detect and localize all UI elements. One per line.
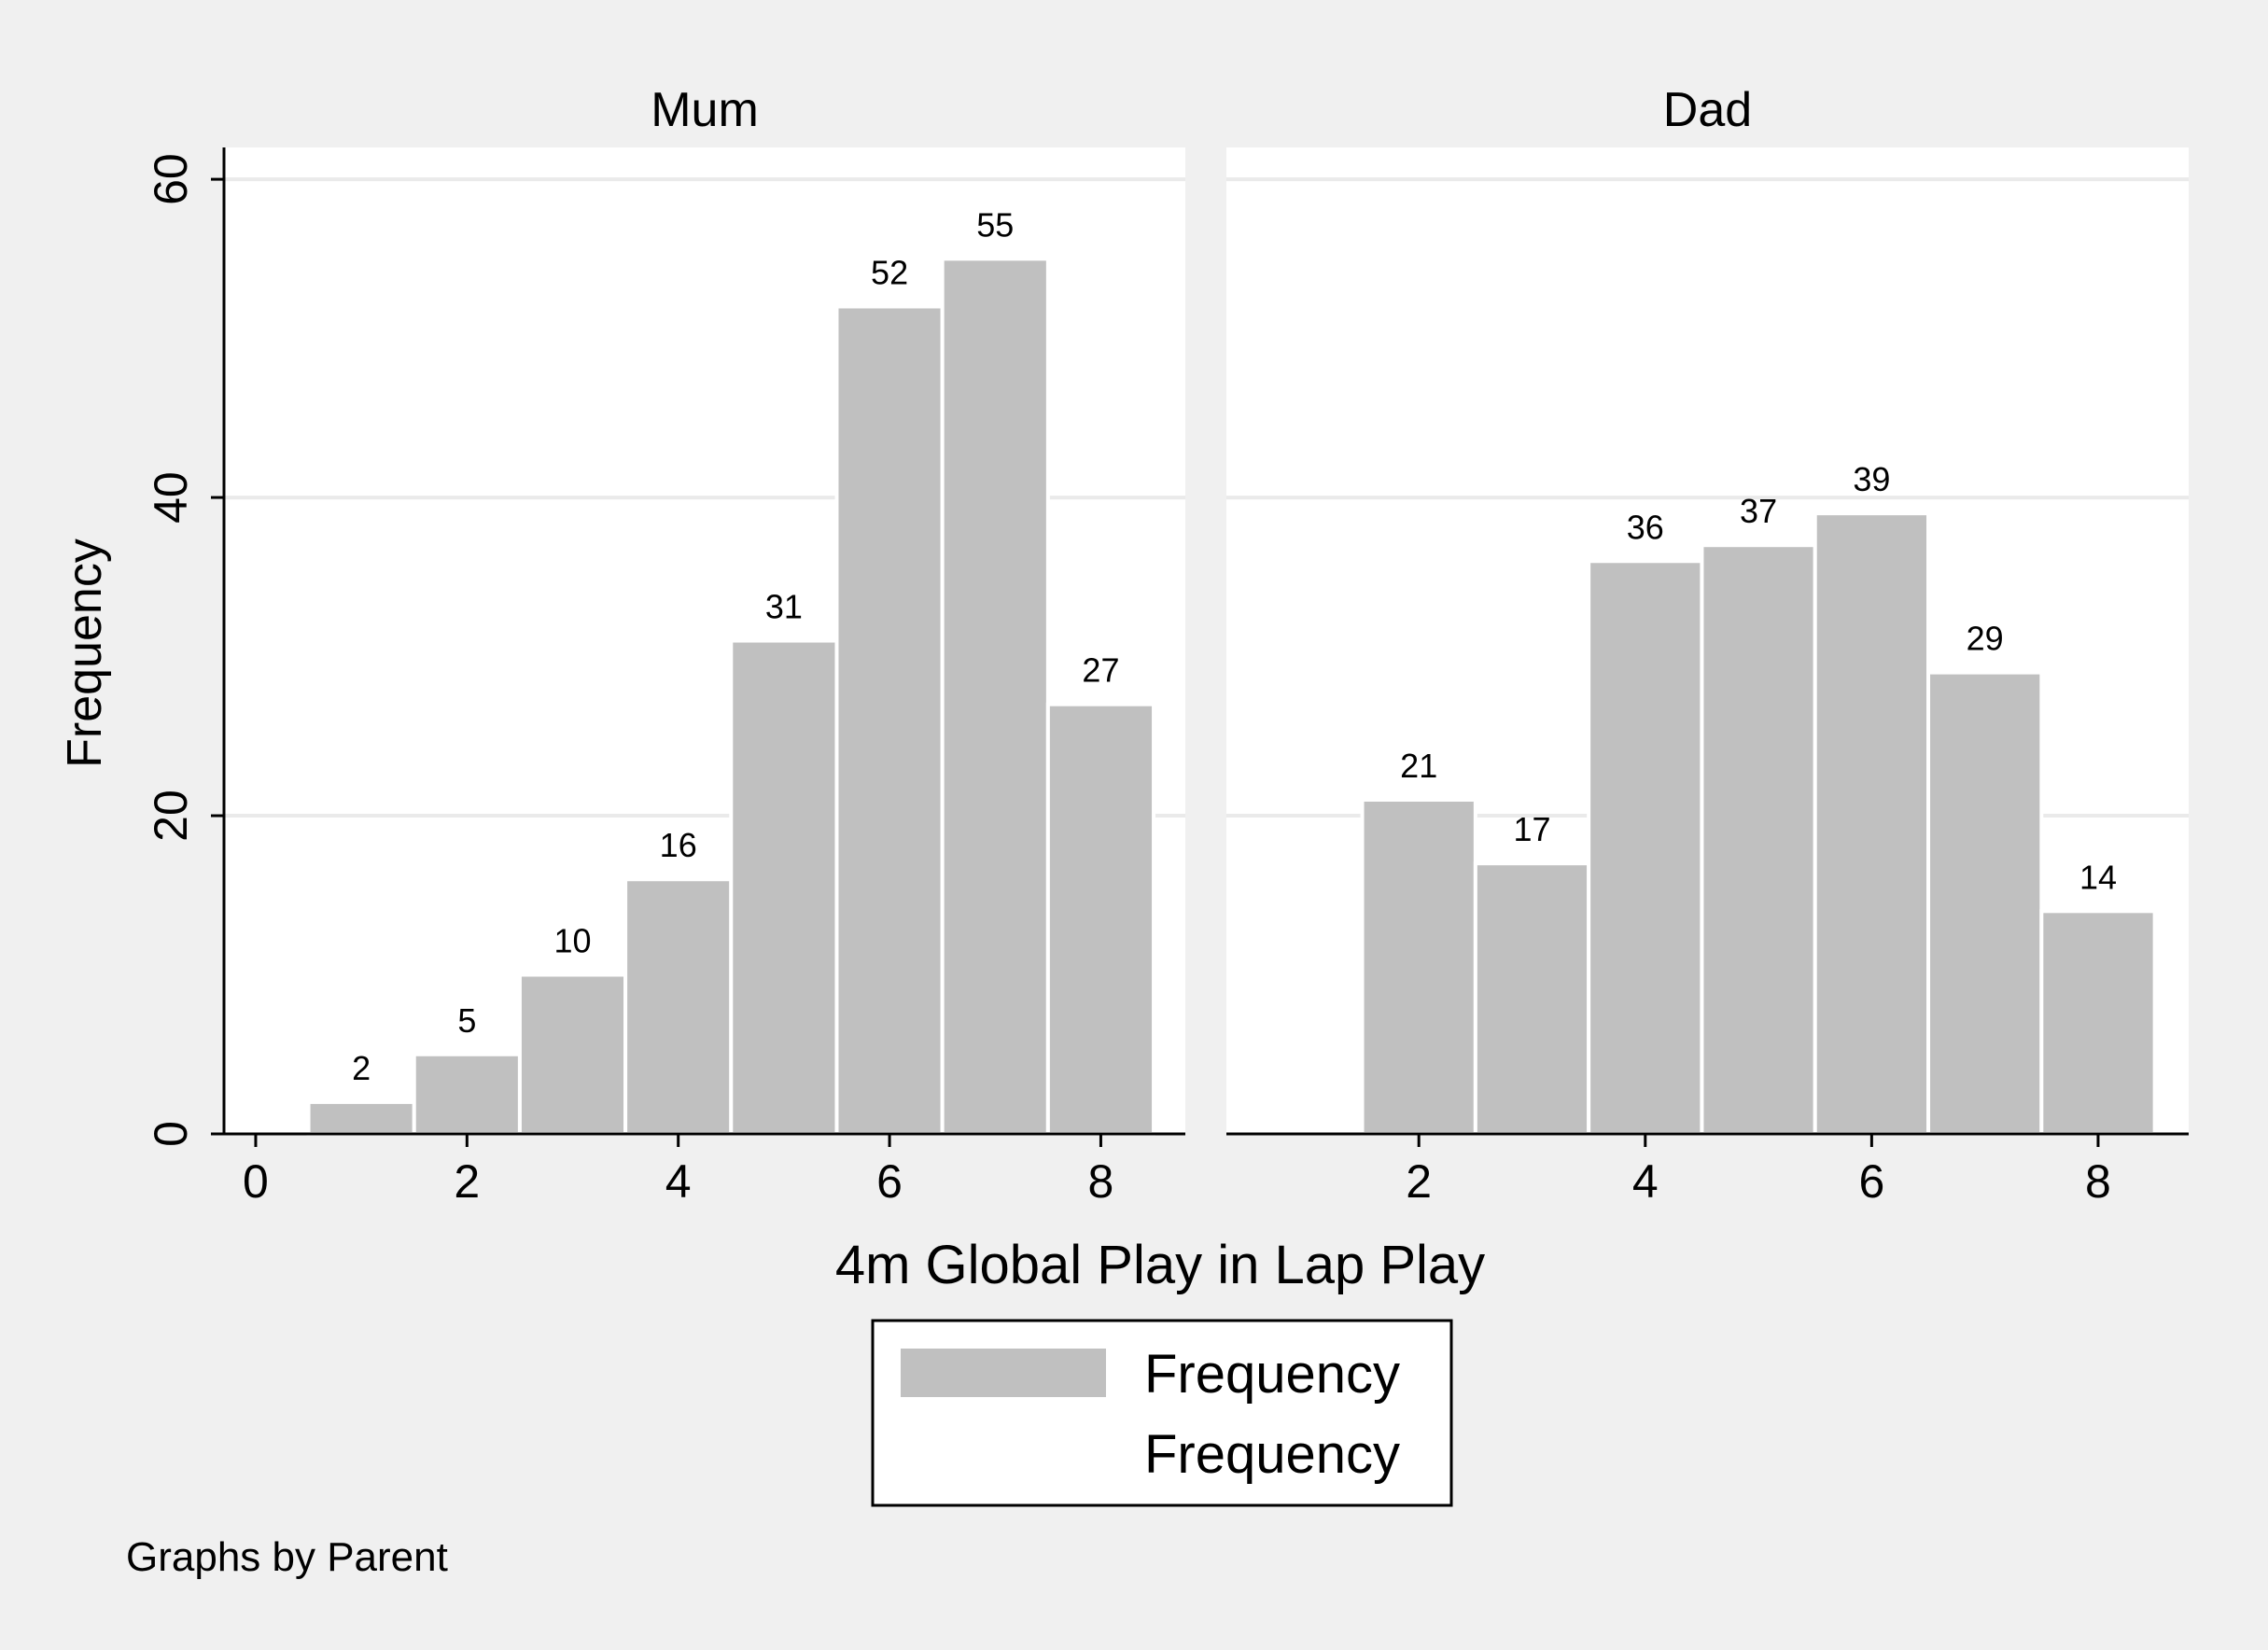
legend-label-2: Frequency [1144, 1424, 1400, 1485]
bar-mum-4 [623, 877, 734, 1137]
x-axis-title: 4m Global Play in Lap Play [835, 1235, 1485, 1295]
x-tick-label: 6 [1858, 1155, 1884, 1208]
bar-mum-1 [306, 1099, 416, 1136]
bar-dad-5 [1700, 543, 1817, 1136]
bar-mum-7 [940, 257, 1050, 1137]
bar-mum-5 [729, 638, 839, 1136]
x-tick-label: 4 [665, 1155, 692, 1208]
bar-value-label: 55 [976, 205, 1014, 244]
bar-value-label: 16 [660, 826, 697, 864]
x-tick-label: 2 [454, 1155, 480, 1208]
bar-dad-2 [1360, 797, 1477, 1137]
x-tick-label: 6 [876, 1155, 903, 1208]
panel-title: Dad [1663, 83, 1752, 137]
x-tick-label: 2 [1406, 1155, 1432, 1208]
legend-label-1: Frequency [1144, 1344, 1400, 1405]
bar-mum-8 [1045, 702, 1156, 1136]
legend: Frequency Frequency [871, 1319, 1453, 1507]
bar-value-label: 14 [2079, 858, 2117, 896]
bar-value-label: 17 [1513, 810, 1550, 848]
bar-value-label: 2 [352, 1049, 371, 1087]
bar-value-label: 5 [457, 1001, 476, 1040]
bar-mum-3 [517, 972, 628, 1136]
y-tick-label: 0 [145, 1121, 197, 1147]
bar-dad-6 [1813, 511, 1931, 1136]
panel-title: Mum [651, 83, 759, 137]
y-tick-label: 40 [145, 471, 197, 524]
x-tick-label: 0 [243, 1155, 269, 1208]
y-tick-label: 60 [145, 153, 197, 205]
bar-dad-8 [2039, 909, 2157, 1136]
bar-value-label: 37 [1740, 492, 1777, 530]
bar-value-label: 31 [765, 588, 803, 626]
bar-mum-6 [834, 304, 945, 1136]
bar-value-label: 36 [1627, 508, 1664, 546]
bar-dad-7 [1926, 670, 2044, 1137]
panel-mum: 2 5 10 16 31 52 55 27 0 2 4 6 8 Mum 0 20 40 60 [145, 83, 1185, 1208]
bar-value-label: 52 [871, 253, 908, 291]
y-axis-title: Frequency [58, 538, 112, 768]
by-group-note: Graphs by Parent [126, 1534, 448, 1580]
bar-value-label: 27 [1082, 651, 1119, 690]
legend-swatch [901, 1349, 1106, 1397]
bar-value-label: 39 [1853, 460, 1890, 498]
bar-value-label: 10 [553, 922, 591, 960]
bar-dad-3 [1473, 861, 1591, 1136]
x-tick-label: 4 [1632, 1155, 1659, 1208]
x-tick-label: 8 [2085, 1155, 2111, 1208]
bar-mum-2 [412, 1052, 522, 1136]
panel-dad: 21 17 36 37 39 29 14 2 4 6 8 Dad [1226, 83, 2189, 1208]
bar-value-label: 29 [1967, 620, 2004, 658]
bar-dad-4 [1587, 559, 1704, 1136]
bar-value-label: 21 [1400, 747, 1437, 785]
x-tick-label: 8 [1088, 1155, 1114, 1208]
y-tick-label: 20 [145, 790, 197, 842]
